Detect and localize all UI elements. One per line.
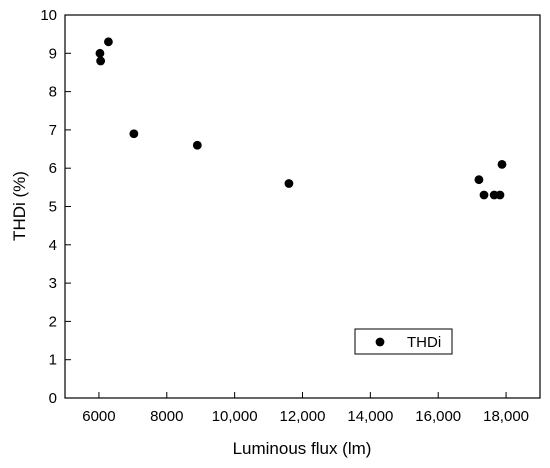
x-tick-label: 18,000 xyxy=(483,408,529,425)
y-axis-ticks: 0 1 2 3 4 5 6 7 8 9 10 xyxy=(40,7,71,407)
y-axis-title: THDi (%) xyxy=(10,171,29,241)
y-tick-label: 10 xyxy=(40,7,57,24)
data-point xyxy=(284,179,294,188)
y-tick-label: 8 xyxy=(49,84,57,101)
y-tick-label: 1 xyxy=(49,352,57,369)
x-axis-title: Luminous flux (lm) xyxy=(233,439,372,458)
data-point xyxy=(95,48,105,58)
legend-marker xyxy=(375,337,385,347)
x-tick-label: 12,000 xyxy=(280,408,326,425)
x-tick-label: 16,000 xyxy=(415,408,461,425)
x-axis-ticks: 6000 8000 10,000 12,000 14,000 16,000 18,000 xyxy=(82,392,529,425)
legend: THDi xyxy=(354,328,453,355)
y-tick-label: 9 xyxy=(49,45,57,62)
y-tick-label: 2 xyxy=(49,313,57,330)
data-point xyxy=(129,129,139,139)
y-tick-label: 4 xyxy=(49,237,57,254)
data-point xyxy=(495,190,505,200)
data-point xyxy=(192,140,202,150)
y-tick-label: 3 xyxy=(49,275,57,292)
data-point xyxy=(479,190,489,200)
x-tick-label: 14,000 xyxy=(347,408,393,425)
data-point xyxy=(497,159,507,169)
x-tick-label: 10,000 xyxy=(212,408,258,425)
data-point xyxy=(474,175,484,185)
x-tick-label: 8000 xyxy=(150,408,183,425)
legend-label: THDi xyxy=(407,334,441,351)
legend-box xyxy=(354,328,453,355)
data-points xyxy=(95,37,507,200)
data-point xyxy=(104,37,113,47)
y-tick-label: 0 xyxy=(49,390,57,407)
data-point xyxy=(96,56,106,66)
y-tick-label: 7 xyxy=(49,122,57,139)
x-tick-label: 6000 xyxy=(82,408,115,425)
y-tick-label: 5 xyxy=(49,199,57,216)
y-tick-label: 6 xyxy=(49,160,57,177)
